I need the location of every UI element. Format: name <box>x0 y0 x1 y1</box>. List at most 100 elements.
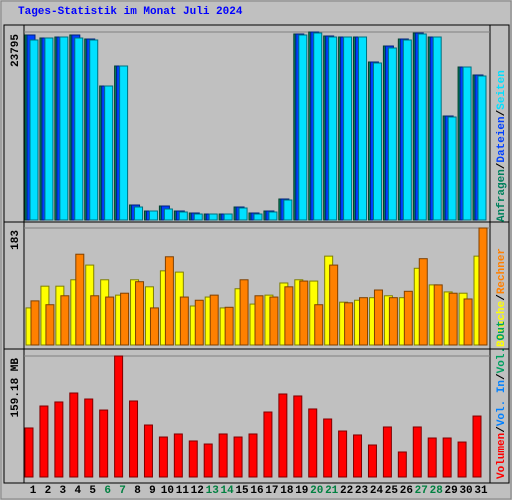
y-tick-label: 183 <box>10 230 22 250</box>
bar <box>193 213 203 221</box>
x-tick-label: 16 <box>250 485 263 497</box>
x-tick-label: 23 <box>355 485 369 497</box>
legend-entry: Dateien <box>496 116 508 162</box>
bar <box>129 400 139 478</box>
x-tick-label: 1 <box>30 485 37 497</box>
bar <box>69 392 79 478</box>
bar <box>119 65 129 221</box>
x-tick-label: 13 <box>206 485 220 497</box>
bar <box>209 294 219 346</box>
bar <box>373 289 383 346</box>
bar <box>99 409 109 478</box>
x-tick-label: 26 <box>400 485 413 497</box>
bar <box>233 436 243 478</box>
bar <box>283 199 293 221</box>
legend-entry: Rechner <box>496 248 508 294</box>
bar <box>75 253 85 346</box>
x-tick-label: 30 <box>459 485 472 497</box>
x-tick-label: 10 <box>161 485 174 497</box>
bar <box>387 47 397 221</box>
bar <box>158 436 168 478</box>
legend-separator: / <box>496 426 508 433</box>
plot-frame <box>3 24 510 484</box>
bar <box>397 451 407 478</box>
bar <box>148 210 158 221</box>
legend-entry: Volumen <box>496 433 508 479</box>
legend-separator: / <box>496 162 508 169</box>
legend-entry: Vol. In <box>496 380 508 426</box>
bar <box>60 295 70 346</box>
x-tick-label: 27 <box>415 485 428 497</box>
legend: Anfragen/Dateien/Seiten <box>496 70 508 222</box>
bar <box>463 298 473 346</box>
x-tick-label: 24 <box>370 485 384 497</box>
bar <box>298 34 308 221</box>
bar <box>248 433 258 478</box>
bar <box>278 393 288 478</box>
bar <box>388 297 398 346</box>
bar <box>163 208 173 221</box>
bar <box>293 395 303 478</box>
bar <box>178 211 188 221</box>
bar <box>308 408 318 478</box>
bar <box>358 36 368 221</box>
bar <box>104 85 114 221</box>
x-tick-label: 7 <box>119 485 126 497</box>
bar <box>24 427 34 478</box>
y-tick-label: 159.18 MB <box>10 358 22 418</box>
bar <box>329 264 339 346</box>
x-tick-label: 29 <box>445 485 458 497</box>
bar <box>402 39 412 221</box>
bar <box>448 292 458 346</box>
bar <box>269 296 279 346</box>
bar <box>314 304 324 346</box>
bar <box>299 280 309 346</box>
legend-entry: Seiten <box>496 70 508 110</box>
bar <box>54 401 64 478</box>
legend-separator: / <box>496 294 508 301</box>
bar <box>367 444 377 478</box>
bar <box>188 440 198 478</box>
legend-entry: Besuche <box>496 300 508 347</box>
bar <box>90 295 100 346</box>
bar <box>223 213 233 221</box>
bar <box>134 206 144 221</box>
x-tick-label: 4 <box>74 485 81 497</box>
bar <box>403 290 413 346</box>
bar <box>224 306 234 346</box>
bar <box>472 415 482 478</box>
x-tick-label: 21 <box>325 485 339 497</box>
bar <box>135 281 145 346</box>
bar <box>149 307 159 346</box>
bar <box>328 36 338 221</box>
legend-separator: / <box>496 373 508 380</box>
bar <box>114 355 124 478</box>
bar <box>427 437 437 478</box>
bar <box>457 441 467 478</box>
bar <box>239 279 249 346</box>
bar <box>120 292 130 346</box>
bar <box>442 437 452 478</box>
x-tick-label: 31 <box>474 485 488 497</box>
bar <box>344 302 354 346</box>
bar <box>313 32 323 221</box>
x-tick-label: 2 <box>45 485 52 497</box>
y-tick-label: 23795 <box>10 34 22 67</box>
x-tick-label: 19 <box>295 485 308 497</box>
bar <box>447 116 457 221</box>
x-tick-label: 14 <box>221 485 235 497</box>
bar <box>59 36 69 221</box>
bar <box>203 443 213 478</box>
bar <box>253 213 263 221</box>
bar <box>44 37 54 221</box>
bar <box>477 75 487 221</box>
bar <box>45 304 55 346</box>
bar <box>179 296 189 346</box>
bar <box>194 299 204 346</box>
x-tick-label: 8 <box>134 485 141 497</box>
bar <box>417 33 427 221</box>
bar <box>412 426 422 478</box>
legend: Volumen/Vol. In/Vol. Out <box>496 321 508 479</box>
